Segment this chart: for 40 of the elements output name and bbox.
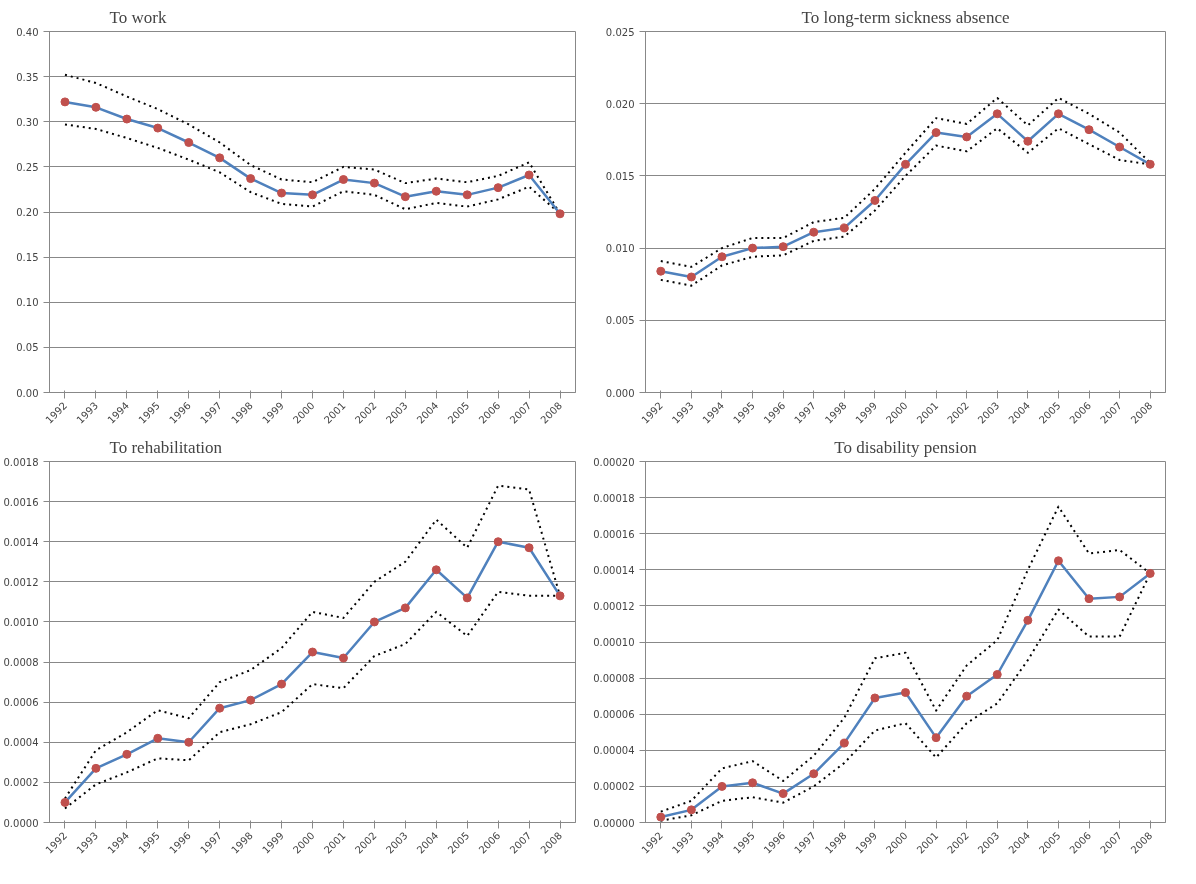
y-tick-label: 0.0012 — [3, 576, 39, 588]
y-tick-label: 0.025 — [605, 26, 635, 38]
y-tick-label: 0.00010 — [593, 637, 635, 648]
chart-title: To long-term sickness absence — [801, 7, 1010, 27]
y-tick-label: 0.0000 — [3, 817, 39, 829]
y-tick-label: 0.20 — [16, 207, 39, 218]
y-tick-label: 0.25 — [16, 161, 39, 173]
y-tick-label: 0.15 — [16, 252, 39, 264]
y-tick-label: 0.020 — [605, 98, 635, 110]
y-tick-label: 0.005 — [605, 315, 635, 327]
y-tick-label: 0.0014 — [3, 536, 39, 548]
y-tick-label: 0.00006 — [593, 709, 635, 721]
y-tick-label: 0.05 — [16, 342, 39, 354]
y-tick-label: 0.30 — [16, 116, 39, 128]
y-tick-label: 0.0004 — [3, 737, 39, 749]
y-tick-label: 0.00 — [16, 387, 39, 399]
y-tick-label: 0.0010 — [3, 616, 39, 628]
y-tick-label: 0.0006 — [3, 697, 39, 709]
y-tick-label: 0.0016 — [3, 496, 39, 508]
chart-title: To disability pension — [834, 437, 978, 457]
y-tick-label: 0.00012 — [593, 600, 635, 612]
y-tick-label: 0.010 — [605, 243, 635, 255]
y-tick-label: 0.00008 — [593, 673, 635, 685]
y-tick-label: 0.00020 — [593, 456, 635, 468]
y-tick-label: 0.00016 — [593, 528, 635, 540]
y-tick-label: 0.000 — [605, 387, 635, 399]
y-tick-label: 0.015 — [605, 170, 635, 182]
chart-title: To rehabilitation — [109, 437, 223, 457]
y-tick-label: 0.0002 — [3, 777, 39, 789]
y-tick-label: 0.10 — [16, 297, 39, 309]
y-tick-label: 0.35 — [16, 71, 39, 83]
y-tick-label: 0.00002 — [593, 781, 635, 793]
y-tick-label: 0.00000 — [593, 817, 635, 829]
chart-title: To work — [109, 7, 167, 27]
y-tick-label: 0.00004 — [593, 745, 635, 757]
y-tick-label: 0.00018 — [593, 492, 635, 504]
y-tick-label: 0.0018 — [3, 456, 39, 468]
y-tick-label: 0.00014 — [593, 564, 635, 576]
y-tick-label: 0.0008 — [3, 657, 39, 669]
y-tick-label: 0.40 — [16, 26, 39, 38]
